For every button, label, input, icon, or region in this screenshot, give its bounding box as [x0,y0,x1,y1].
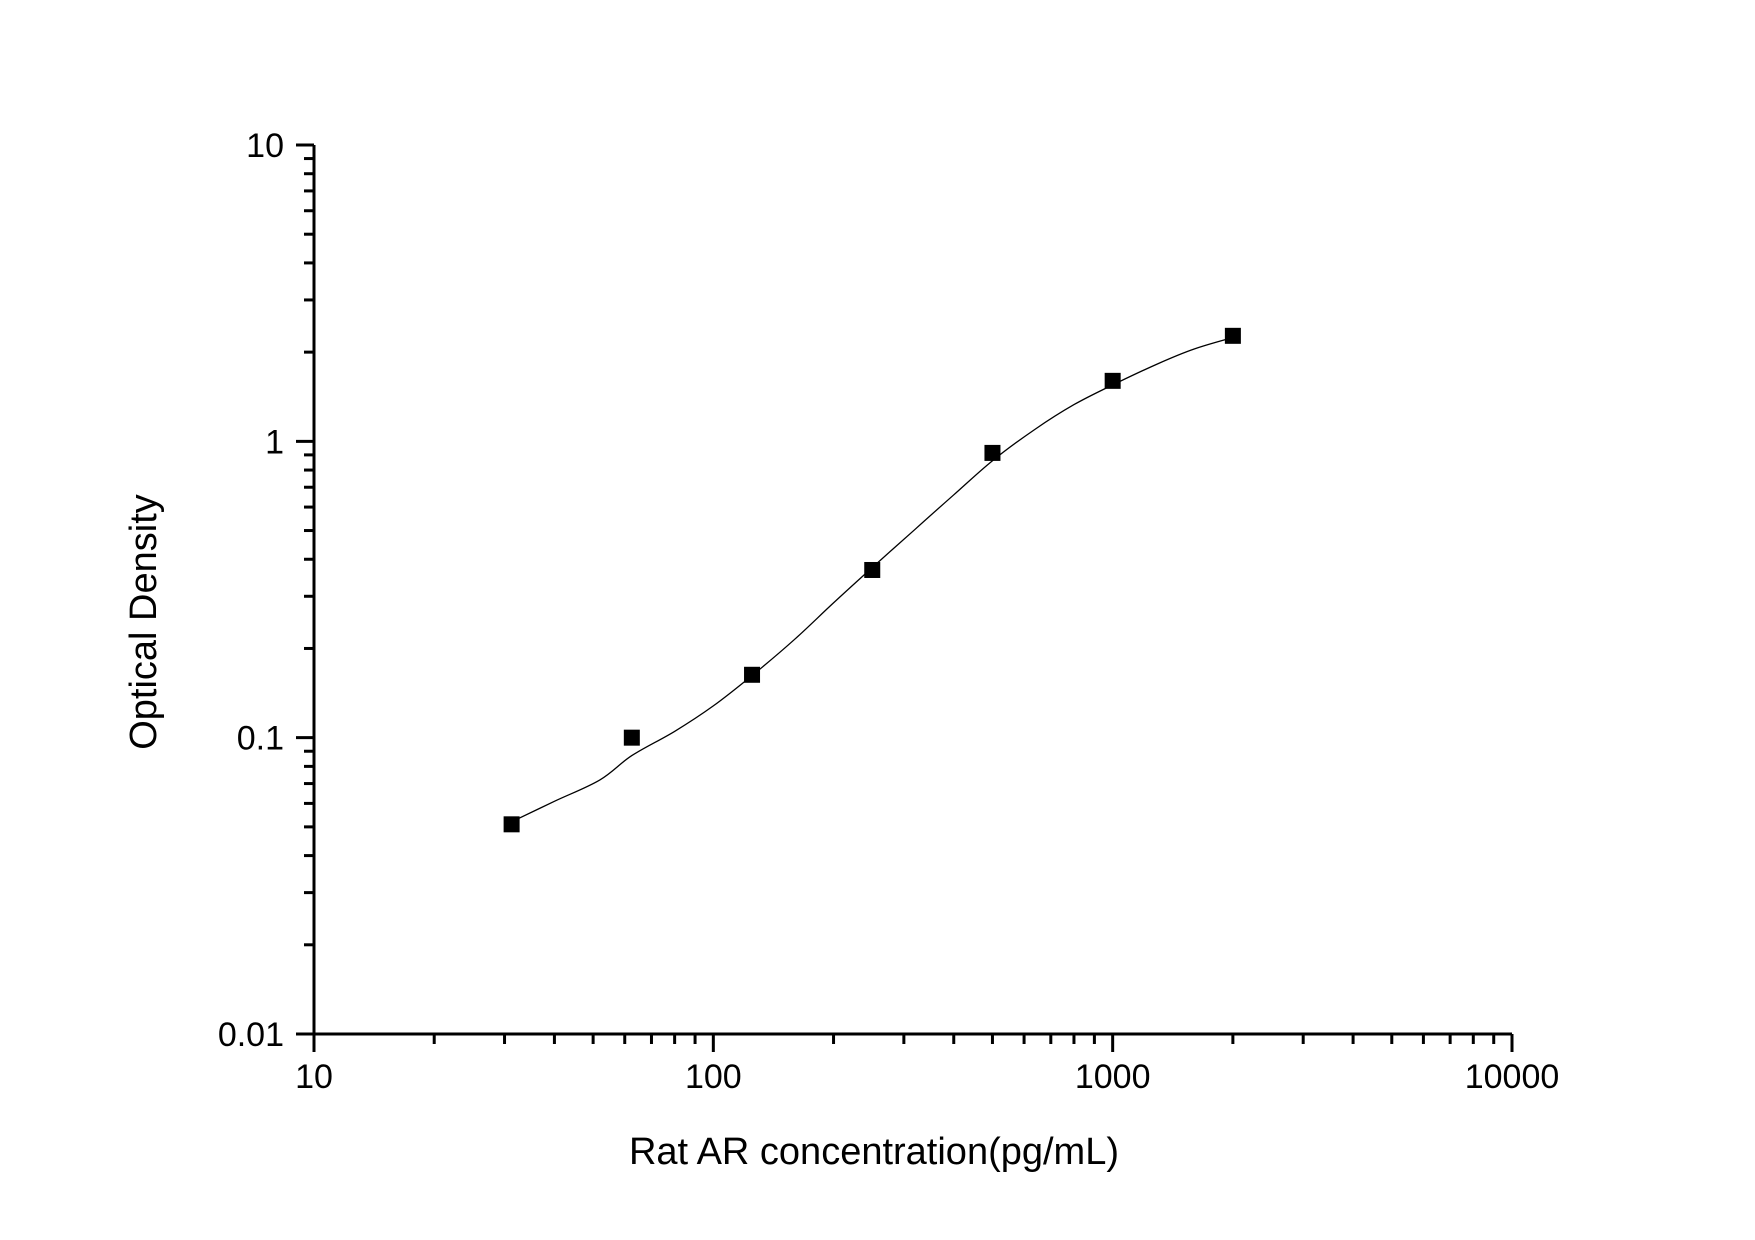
y-tick-labels: 0.01 0.1 1 10 [218,127,284,1054]
data-markers [503,327,1241,833]
fitted-curve-line [511,336,1234,823]
data-point-marker [744,666,761,683]
major-ticks [296,143,1514,1052]
x-tick-label: 1000 [1075,1058,1151,1096]
data-point-marker [1104,372,1121,389]
data-point-marker [864,561,881,578]
y-tick-label: 10 [246,127,284,165]
y-tick-label: 0.01 [218,1016,284,1054]
data-point-marker [984,444,1001,461]
x-tick-label: 10 [295,1058,333,1096]
minor-ticks [304,157,1496,1044]
data-point-marker [503,816,520,833]
x-tick-label: 10000 [1465,1058,1560,1096]
y-axis-title: Optical Density [123,494,165,750]
y-tick-label: 1 [265,423,284,461]
x-axis-title: Rat AR concentration(pg/mL) [629,1131,1119,1173]
x-tick-labels: 10 100 1000 10000 [295,1058,1559,1096]
x-tick-label: 100 [685,1058,742,1096]
y-tick-label: 0.1 [237,720,284,758]
data-point-marker [623,729,640,746]
data-point-marker [1224,327,1241,344]
